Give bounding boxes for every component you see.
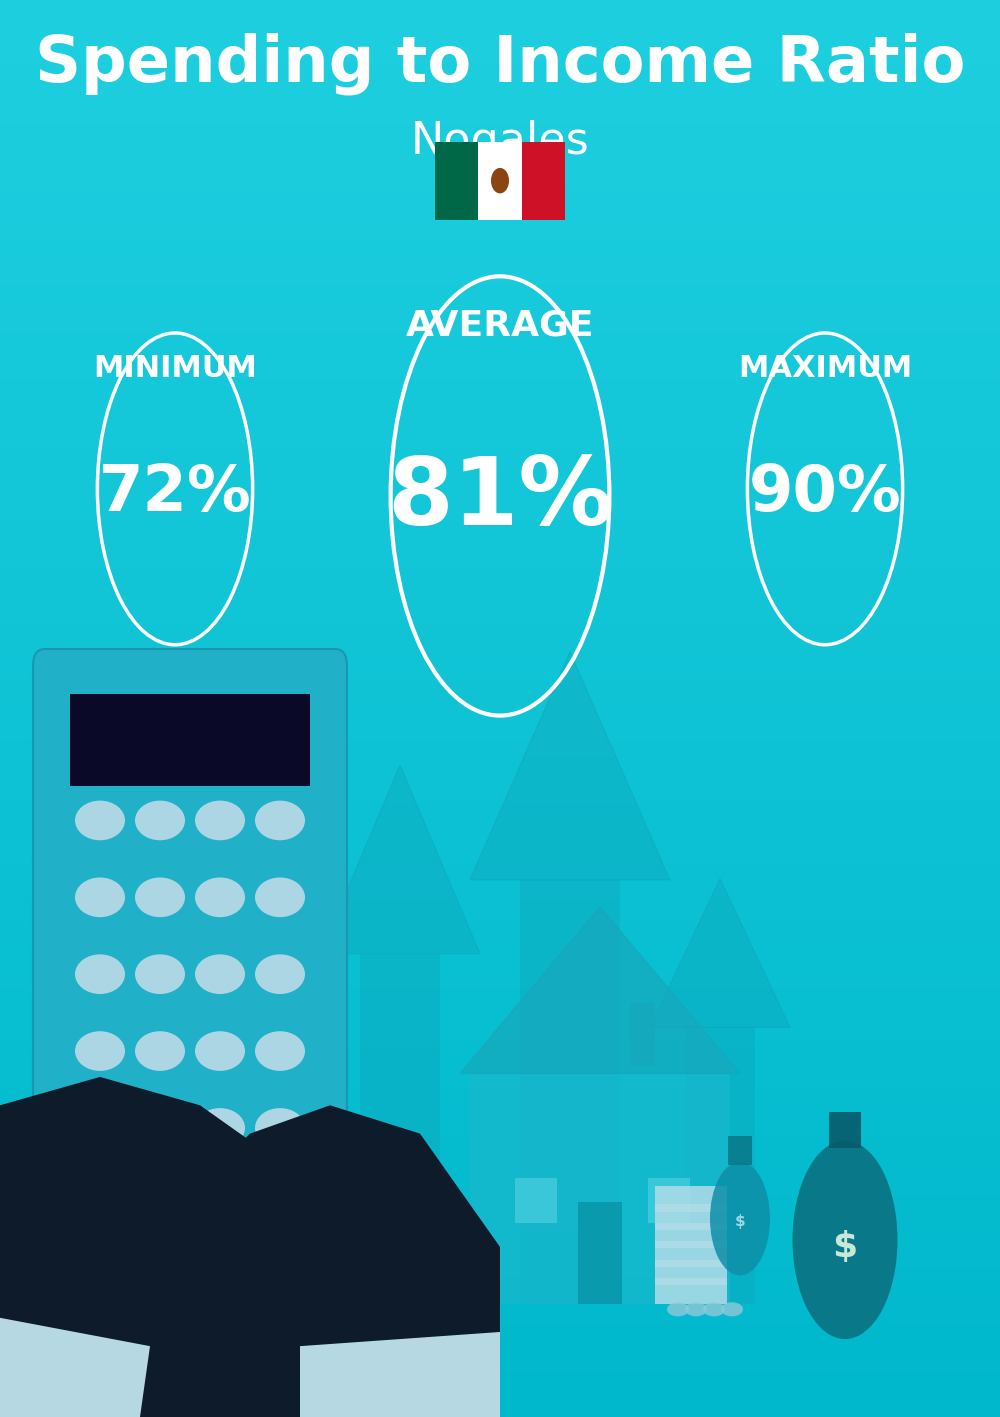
Polygon shape xyxy=(0,1318,150,1417)
Ellipse shape xyxy=(135,955,185,995)
Ellipse shape xyxy=(703,1302,725,1316)
Bar xyxy=(655,1260,727,1285)
FancyBboxPatch shape xyxy=(33,649,347,1207)
Ellipse shape xyxy=(135,877,185,917)
Ellipse shape xyxy=(195,1032,245,1071)
Ellipse shape xyxy=(710,1162,770,1275)
Bar xyxy=(648,1178,690,1223)
Bar xyxy=(655,1186,727,1212)
Ellipse shape xyxy=(792,1141,898,1339)
Circle shape xyxy=(491,169,509,193)
Text: $: $ xyxy=(832,1230,858,1264)
Ellipse shape xyxy=(75,877,125,917)
Bar xyxy=(685,1027,755,1304)
Polygon shape xyxy=(650,879,790,1027)
Bar xyxy=(630,1003,655,1067)
Bar xyxy=(515,1178,557,1223)
Bar xyxy=(70,694,310,786)
Text: MINIMUM: MINIMUM xyxy=(93,354,257,383)
Ellipse shape xyxy=(195,955,245,995)
Ellipse shape xyxy=(135,801,185,840)
Bar xyxy=(522,142,565,220)
Polygon shape xyxy=(470,652,670,880)
Ellipse shape xyxy=(255,955,305,995)
Bar xyxy=(470,1074,730,1304)
Polygon shape xyxy=(460,907,740,1074)
Ellipse shape xyxy=(721,1302,743,1316)
Text: 81%: 81% xyxy=(387,453,613,544)
Ellipse shape xyxy=(255,1108,305,1148)
Polygon shape xyxy=(300,1332,500,1417)
Text: $: $ xyxy=(735,1214,745,1229)
Text: AVERAGE: AVERAGE xyxy=(406,309,594,343)
Bar xyxy=(578,1202,622,1304)
Polygon shape xyxy=(180,1105,500,1417)
Bar xyxy=(655,1204,727,1230)
Text: Spending to Income Ratio: Spending to Income Ratio xyxy=(35,33,965,95)
Ellipse shape xyxy=(135,1032,185,1071)
Bar xyxy=(728,1136,752,1165)
Ellipse shape xyxy=(75,1032,125,1071)
Ellipse shape xyxy=(195,877,245,917)
Text: 90%: 90% xyxy=(749,462,901,524)
Text: Nogales: Nogales xyxy=(411,120,589,163)
Bar xyxy=(655,1278,727,1304)
Ellipse shape xyxy=(195,1108,245,1148)
Bar xyxy=(829,1112,861,1148)
Polygon shape xyxy=(0,1077,330,1417)
Ellipse shape xyxy=(685,1302,707,1316)
Text: MAXIMUM: MAXIMUM xyxy=(738,354,912,383)
Ellipse shape xyxy=(75,955,125,995)
Ellipse shape xyxy=(255,1032,305,1071)
Ellipse shape xyxy=(75,1108,125,1148)
Ellipse shape xyxy=(255,877,305,917)
Ellipse shape xyxy=(195,801,245,840)
Bar xyxy=(360,954,440,1304)
Bar xyxy=(478,142,522,220)
Bar xyxy=(655,1223,727,1248)
Ellipse shape xyxy=(255,801,305,840)
Bar xyxy=(435,142,478,220)
Polygon shape xyxy=(320,765,480,954)
Bar xyxy=(655,1241,727,1267)
Text: 72%: 72% xyxy=(99,462,251,524)
Bar xyxy=(520,880,620,1304)
Ellipse shape xyxy=(75,801,125,840)
Ellipse shape xyxy=(667,1302,689,1316)
Ellipse shape xyxy=(135,1108,185,1148)
